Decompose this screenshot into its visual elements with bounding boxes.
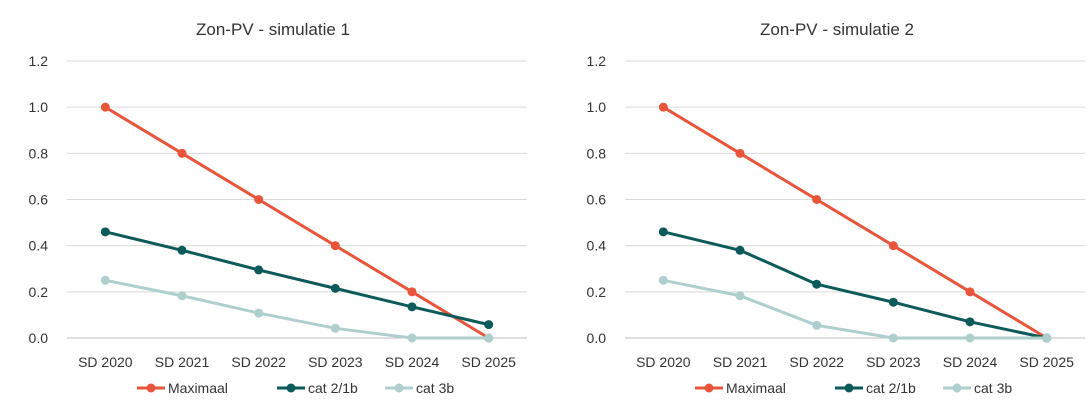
- data-point: [658, 227, 668, 237]
- y-tick-label: 1.0: [587, 99, 607, 115]
- legend-item-cat-2-1b: cat 2/1b: [835, 380, 916, 396]
- data-point: [254, 308, 264, 318]
- data-point: [888, 241, 898, 251]
- y-tick-label: 0.0: [29, 330, 49, 346]
- data-point: [735, 148, 745, 158]
- data-point: [658, 102, 668, 112]
- series-line: [105, 278, 489, 340]
- data-point: [407, 302, 417, 312]
- data-point: [812, 320, 822, 330]
- series-line: [663, 278, 1047, 340]
- series-cat-2-1b: [100, 227, 494, 330]
- data-point: [407, 287, 417, 297]
- legend-label: cat 3b: [416, 380, 454, 396]
- data-point: [812, 279, 822, 289]
- legend-marker: [952, 383, 962, 393]
- data-point: [100, 102, 110, 112]
- x-tick-label: SD 2021: [713, 354, 768, 370]
- series-maximaal: [100, 102, 494, 343]
- x-tick-label: SD 2023: [866, 354, 921, 370]
- data-point: [330, 283, 340, 293]
- y-tick-label: 0.4: [587, 238, 607, 254]
- chart-title: Zon-PV - simulatie 1: [196, 20, 350, 39]
- legend-label: cat 2/1b: [308, 380, 358, 396]
- legend-marker: [844, 383, 854, 393]
- x-tick-label: SD 2020: [636, 354, 691, 370]
- series-cat-3b: [658, 275, 1052, 343]
- y-tick-label: 0.2: [587, 284, 607, 300]
- data-point: [177, 148, 187, 158]
- x-tick-label: SD 2024: [943, 354, 998, 370]
- y-tick-label: 1.2: [29, 53, 49, 69]
- y-tick-label: 1.2: [587, 53, 607, 69]
- data-point: [100, 275, 110, 285]
- series-line: [662, 105, 1048, 340]
- series-line: [104, 105, 490, 340]
- data-point: [735, 245, 745, 255]
- legend: Maximaal cat 2/1b cat 3b: [137, 380, 454, 396]
- legend-marker: [394, 383, 404, 393]
- x-tick-label: SD 2023: [308, 354, 363, 370]
- data-point: [888, 333, 898, 343]
- legend-label: Maximaal: [168, 380, 228, 396]
- y-tick-label: 0.2: [29, 284, 49, 300]
- y-tick-label: 0.6: [587, 192, 607, 208]
- data-point: [330, 241, 340, 251]
- data-point: [658, 275, 668, 285]
- legend-label: Maximaal: [726, 380, 786, 396]
- y-tick-label: 0.0: [587, 330, 607, 346]
- data-point: [965, 287, 975, 297]
- legend: Maximaal cat 2/1b cat 3b: [695, 380, 1012, 396]
- x-tick-label: SD 2025: [461, 354, 516, 370]
- data-point: [735, 291, 745, 301]
- chart-2: Zon-PV - simulatie 2 0.0 0.2 0.4 0.6 0.8 1.0 1.…: [587, 20, 1085, 396]
- series-line: [104, 230, 490, 327]
- data-point: [407, 333, 417, 343]
- data-point: [484, 333, 494, 343]
- data-point: [1042, 333, 1052, 343]
- series-maximaal: [658, 102, 1052, 343]
- data-point: [965, 317, 975, 327]
- legend-item-cat-3b: cat 3b: [385, 380, 454, 396]
- y-tick-label: 0.4: [29, 238, 49, 254]
- data-point: [254, 195, 264, 204]
- y-tick-label: 0.6: [29, 192, 49, 208]
- legend-item-maximaal: Maximaal: [695, 380, 786, 396]
- chart-1: Zon-PV - simulatie 1 0.0 0.2 0.4 0.6 0.8 1.0 1.…: [29, 20, 527, 396]
- series-cat-3b: [100, 275, 494, 343]
- data-point: [965, 333, 975, 343]
- legend-label: cat 2/1b: [866, 380, 916, 396]
- chart-title: Zon-PV - simulatie 2: [760, 20, 914, 39]
- x-tick-label: SD 2022: [789, 354, 844, 370]
- legend-marker: [286, 383, 296, 393]
- x-tick-label: SD 2020: [78, 354, 133, 370]
- series-line: [662, 230, 1047, 340]
- y-tick-label: 1.0: [29, 99, 49, 115]
- data-point: [330, 323, 340, 333]
- legend-marker: [704, 383, 714, 393]
- data-point: [100, 227, 110, 237]
- y-tick-label: 0.8: [587, 145, 607, 161]
- y-tick-label: 0.8: [29, 145, 49, 161]
- x-tick-label: SD 2024: [385, 354, 440, 370]
- data-point: [177, 245, 187, 255]
- x-tick-label: SD 2021: [155, 354, 210, 370]
- legend-marker: [146, 383, 156, 393]
- legend-item-cat-2-1b: cat 2/1b: [277, 380, 358, 396]
- data-point: [888, 297, 898, 307]
- series-cat-2-1b: [658, 227, 1052, 343]
- data-point: [812, 195, 822, 204]
- data-point: [484, 320, 494, 330]
- legend-item-maximaal: Maximaal: [137, 380, 228, 396]
- x-tick-label: SD 2022: [231, 354, 286, 370]
- legend-label: cat 3b: [974, 380, 1012, 396]
- data-point: [177, 291, 187, 301]
- x-tick-label: SD 2025: [1019, 354, 1074, 370]
- data-point: [254, 265, 264, 275]
- legend-item-cat-3b: cat 3b: [943, 380, 1012, 396]
